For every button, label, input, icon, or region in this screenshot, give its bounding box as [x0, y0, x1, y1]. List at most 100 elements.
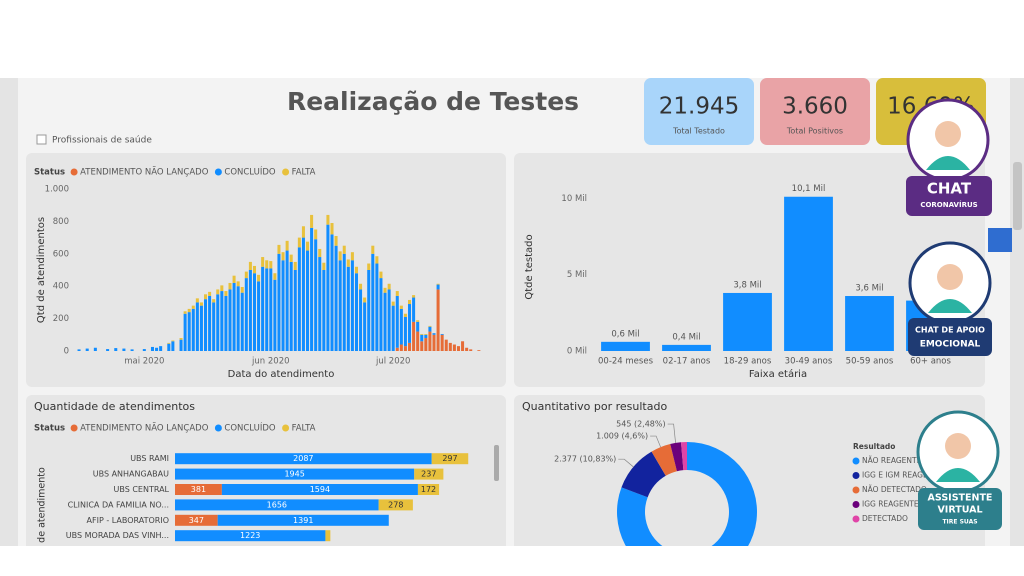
widget-label[interactable]: CHAT DE APOIO [915, 326, 985, 335]
legend-label: CONCLUÍDO [224, 422, 276, 434]
bar-segment [179, 338, 183, 340]
data-label: 1223 [240, 531, 260, 540]
bar-segment [167, 343, 171, 351]
bar-segment [171, 340, 175, 342]
bar-segment [431, 453, 469, 465]
bar-segment [212, 302, 216, 351]
bar-segment [420, 334, 424, 342]
y-tick-label: 1.000 [45, 185, 69, 195]
bar-segment [175, 484, 222, 495]
bar-segment [383, 287, 387, 293]
bar-segment [371, 245, 375, 254]
bar-segment [436, 289, 440, 351]
bar-segment [399, 305, 403, 309]
bar-segment [175, 499, 379, 511]
y-tick-label: 200 [53, 314, 69, 324]
widget-label[interactable]: ASSISTENTE [928, 493, 993, 504]
x-tick-label: 00-24 meses [598, 357, 654, 367]
bar-segment [322, 262, 326, 270]
bar-segment [155, 347, 159, 351]
bar-segment [359, 289, 363, 351]
filter-checkbox[interactable] [36, 134, 47, 145]
legend-title: Resultado [853, 442, 895, 451]
data-label: 10,1 Mil [792, 184, 826, 194]
data-label: 1656 [267, 500, 287, 509]
bar-segment [395, 347, 399, 351]
bar-segment [216, 289, 220, 295]
accessibility-button[interactable] [988, 228, 1012, 252]
table-scrollbar[interactable] [494, 445, 499, 481]
bar-segment [367, 270, 371, 351]
x-tick-label: mai 2020 [124, 357, 164, 367]
bar-segment [183, 313, 187, 351]
bar-segment [403, 313, 407, 317]
legend-label: CONCLUÍDO [224, 166, 276, 178]
y-axis-label: Qtde testado [524, 234, 535, 299]
bar [662, 344, 711, 351]
bar-segment [236, 281, 240, 287]
widget-label[interactable]: CORONAVÍRUS [920, 200, 977, 209]
bar-segment [379, 278, 383, 351]
legend-label: FALTA [292, 424, 316, 434]
bar-segment [277, 244, 281, 254]
leader-line [618, 458, 634, 468]
bar-segment [208, 291, 212, 296]
filter-label[interactable]: Profissionais de saúde [52, 136, 152, 146]
legend-marker [70, 424, 78, 432]
bar-segment [416, 321, 420, 332]
bar-segment [469, 349, 473, 351]
bar-segment [273, 273, 277, 280]
y-axis-label: de atendimento [37, 467, 48, 543]
bar-segment [432, 333, 436, 335]
avatar-body [926, 156, 970, 170]
bar-segment [310, 214, 314, 228]
widget-label[interactable]: VIRTUAL [937, 505, 982, 516]
category-label: AFIP - LABORATORIO [87, 516, 169, 525]
kpi-label: Total Testado [672, 127, 725, 136]
bar-segment [354, 273, 358, 351]
data-label: 2087 [293, 454, 313, 463]
bar-segment [179, 339, 183, 351]
bar-segment [359, 283, 363, 290]
bar-segment [224, 295, 228, 351]
bar-segment [391, 301, 395, 306]
legend-label: NÃO DETECTADO [862, 485, 927, 494]
bar-segment [436, 283, 440, 285]
bar-segment [408, 304, 412, 343]
bar-segment [244, 278, 248, 351]
x-tick-label: 50-59 anos [846, 357, 894, 367]
bar-segment [257, 274, 261, 282]
donut-slice [651, 444, 677, 476]
bar-segment [261, 266, 265, 351]
chat-widget[interactable]: CHAT DE APOIO EMOCIONAL [908, 241, 992, 356]
x-tick-label: jun 2020 [251, 357, 289, 367]
kpi-card [644, 78, 754, 145]
kpi-label: Total Positivos [786, 127, 843, 136]
bar-segment [167, 342, 171, 344]
bar-segment [424, 333, 428, 335]
bar-segment [171, 341, 175, 351]
bar-segment [428, 331, 432, 351]
chat-widget[interactable]: CHAT CORONAVÍRUS [906, 98, 992, 216]
bar-segment [350, 260, 354, 351]
bar-segment [363, 297, 367, 303]
avatar-head [937, 264, 963, 290]
y-tick-label: 5 Mil [567, 270, 587, 280]
widget-label[interactable]: EMOCIONAL [920, 340, 981, 350]
bar-segment [191, 308, 195, 351]
page-scrollbar[interactable] [1013, 162, 1022, 230]
data-label: 2.377 (10,83%) [554, 455, 616, 464]
bar-segment [432, 334, 436, 351]
widget-label[interactable]: CHAT [927, 180, 972, 198]
bar-segment [195, 302, 199, 351]
bar [845, 296, 894, 351]
bar-segment [448, 342, 452, 351]
bar-segment [228, 289, 232, 351]
widget-label[interactable]: TIRE SUAS [942, 519, 977, 526]
bar-segment [175, 514, 218, 526]
bar-segment [293, 270, 297, 351]
legend-marker [852, 515, 860, 523]
data-label: 347 [189, 516, 204, 525]
